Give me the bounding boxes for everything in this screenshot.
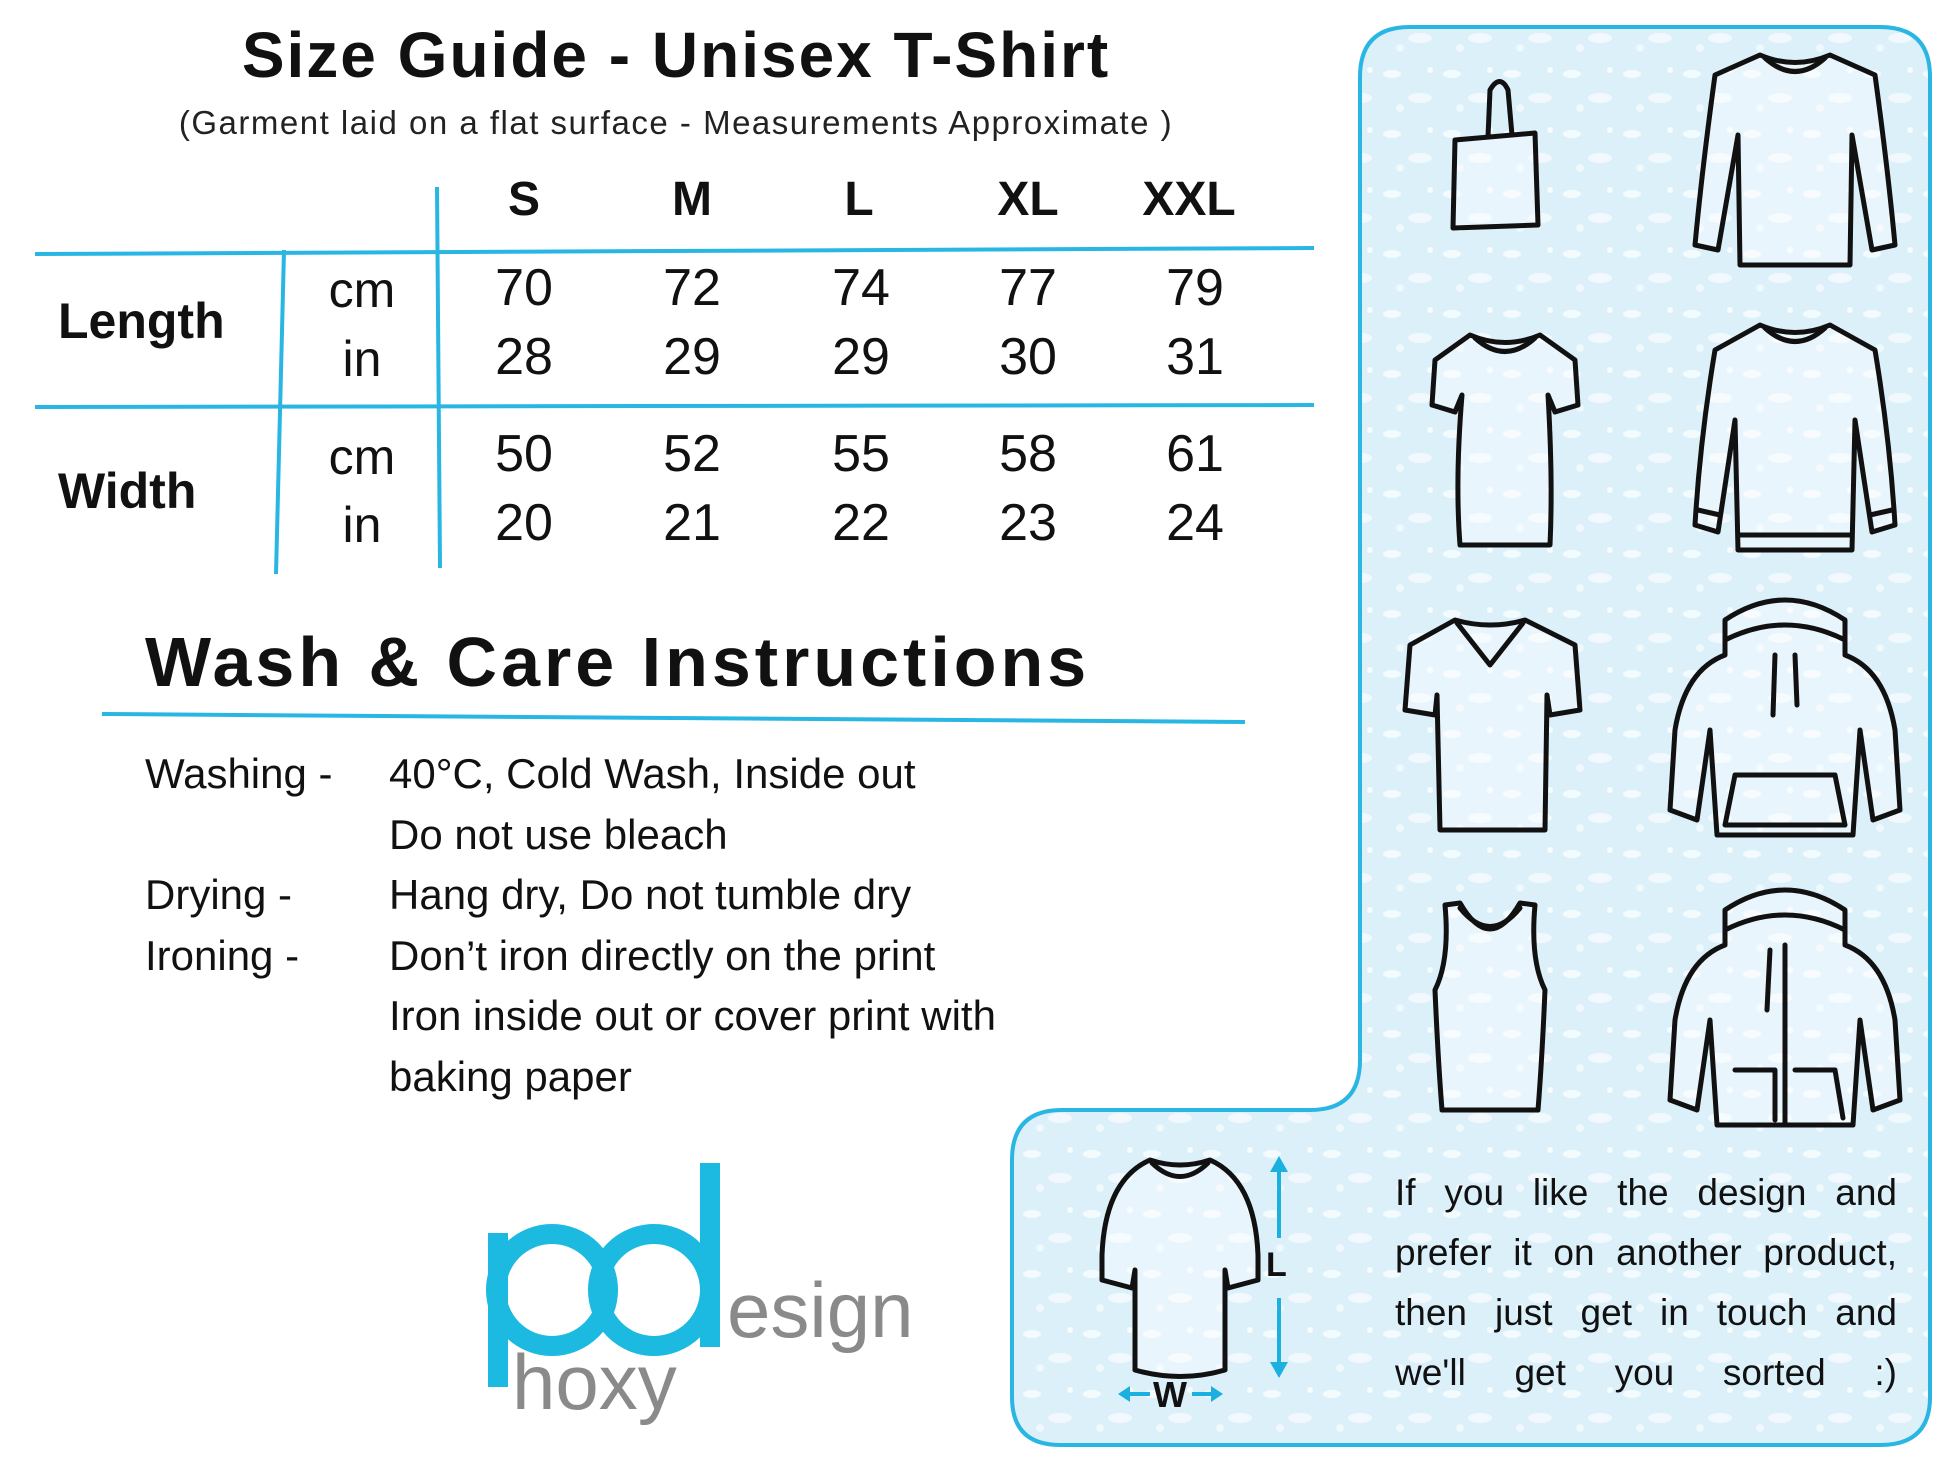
measurement-value: 72 bbox=[663, 259, 721, 317]
measurement-value: 23 bbox=[999, 494, 1057, 552]
size-header: XXL bbox=[1142, 173, 1236, 226]
size-header: S bbox=[507, 173, 540, 226]
measurement-value: 30 bbox=[999, 328, 1057, 386]
measurement-value: 77 bbox=[999, 259, 1057, 317]
label-column-divider bbox=[274, 249, 286, 575]
measurement-value: 55 bbox=[832, 425, 890, 483]
measurement-value: 74 bbox=[832, 259, 890, 317]
tote-bag-icon bbox=[1450, 79, 1541, 231]
note-line: prefer it on another product, bbox=[1395, 1232, 1897, 1273]
page-title: Size Guide - Unisex T-Shirt bbox=[241, 19, 1111, 91]
measurement-value: 61 bbox=[1166, 425, 1224, 483]
long-sleeve-tee-icon bbox=[1692, 52, 1898, 268]
care-label: Washing - bbox=[145, 750, 333, 797]
length-label: L bbox=[1266, 1246, 1287, 1284]
header-divider bbox=[34, 246, 1315, 256]
width-label: W bbox=[1153, 1374, 1187, 1415]
care-title: Wash & Care Instructions bbox=[145, 623, 1091, 701]
logo-esign: esign bbox=[727, 1266, 914, 1354]
row-label-length: Length bbox=[58, 293, 225, 349]
measurement-value: 29 bbox=[663, 328, 721, 386]
unit-column-divider bbox=[435, 186, 442, 569]
sweatshirt-icon bbox=[1692, 322, 1898, 553]
measurement-value: 58 bbox=[999, 425, 1057, 483]
size-header: M bbox=[672, 173, 712, 226]
measurement-value: 24 bbox=[1166, 494, 1224, 552]
note-line: If you like the design and bbox=[1395, 1172, 1897, 1213]
care-label: Drying - bbox=[145, 871, 293, 918]
tank-top-icon bbox=[1432, 900, 1548, 1113]
hoodie-icon bbox=[1667, 597, 1903, 838]
row-label-width: Width bbox=[58, 463, 197, 519]
care-label: Ironing - bbox=[145, 931, 300, 979]
size-header: L bbox=[844, 173, 874, 226]
measurement-value: 29 bbox=[832, 328, 890, 386]
v-neck-tee-icon bbox=[1402, 617, 1583, 833]
unit-label: in bbox=[342, 331, 382, 387]
table-grid bbox=[34, 186, 1315, 724]
note-line: we'll get you sorted :) bbox=[1395, 1352, 1897, 1393]
row-divider bbox=[34, 403, 1315, 409]
measurement-value: 79 bbox=[1166, 259, 1224, 317]
measurement-value: 22 bbox=[832, 494, 890, 552]
measurement-value: 50 bbox=[495, 425, 553, 483]
care-value: Do not use bleach bbox=[389, 810, 728, 858]
care-value: Don’t iron directly on the print bbox=[389, 931, 936, 979]
logo-pd-mark bbox=[486, 1163, 720, 1387]
care-title-underline bbox=[101, 712, 1246, 724]
logo-hoxy: hoxy bbox=[512, 1338, 677, 1426]
measurement-value: 28 bbox=[495, 328, 553, 386]
care-value: baking paper bbox=[389, 1052, 632, 1100]
unit-label: cm bbox=[328, 429, 396, 485]
size-header: XL bbox=[997, 173, 1059, 226]
care-value: Hang dry, Do not tumble dry bbox=[389, 871, 912, 918]
measurement-value: 21 bbox=[663, 494, 721, 552]
measurement-value: 52 bbox=[663, 425, 721, 483]
measurement-tee-icon bbox=[1099, 1157, 1261, 1379]
care-value: 40°C, Cold Wash, Inside out bbox=[389, 750, 916, 797]
measurement-value: 31 bbox=[1166, 328, 1224, 386]
unit-label: in bbox=[342, 497, 382, 553]
womens-tee-icon bbox=[1429, 332, 1581, 548]
zip-hoodie-icon bbox=[1667, 887, 1903, 1128]
measurement-arrows bbox=[1118, 1156, 1288, 1402]
unit-label: cm bbox=[328, 262, 396, 318]
care-value: Iron inside out or cover print with bbox=[389, 992, 996, 1039]
note-line: then just get in touch and bbox=[1395, 1292, 1897, 1333]
measurement-value: 20 bbox=[495, 494, 553, 552]
page-subtitle: (Garment laid on a flat surface - Measur… bbox=[178, 104, 1174, 141]
measurement-value: 70 bbox=[495, 259, 553, 317]
